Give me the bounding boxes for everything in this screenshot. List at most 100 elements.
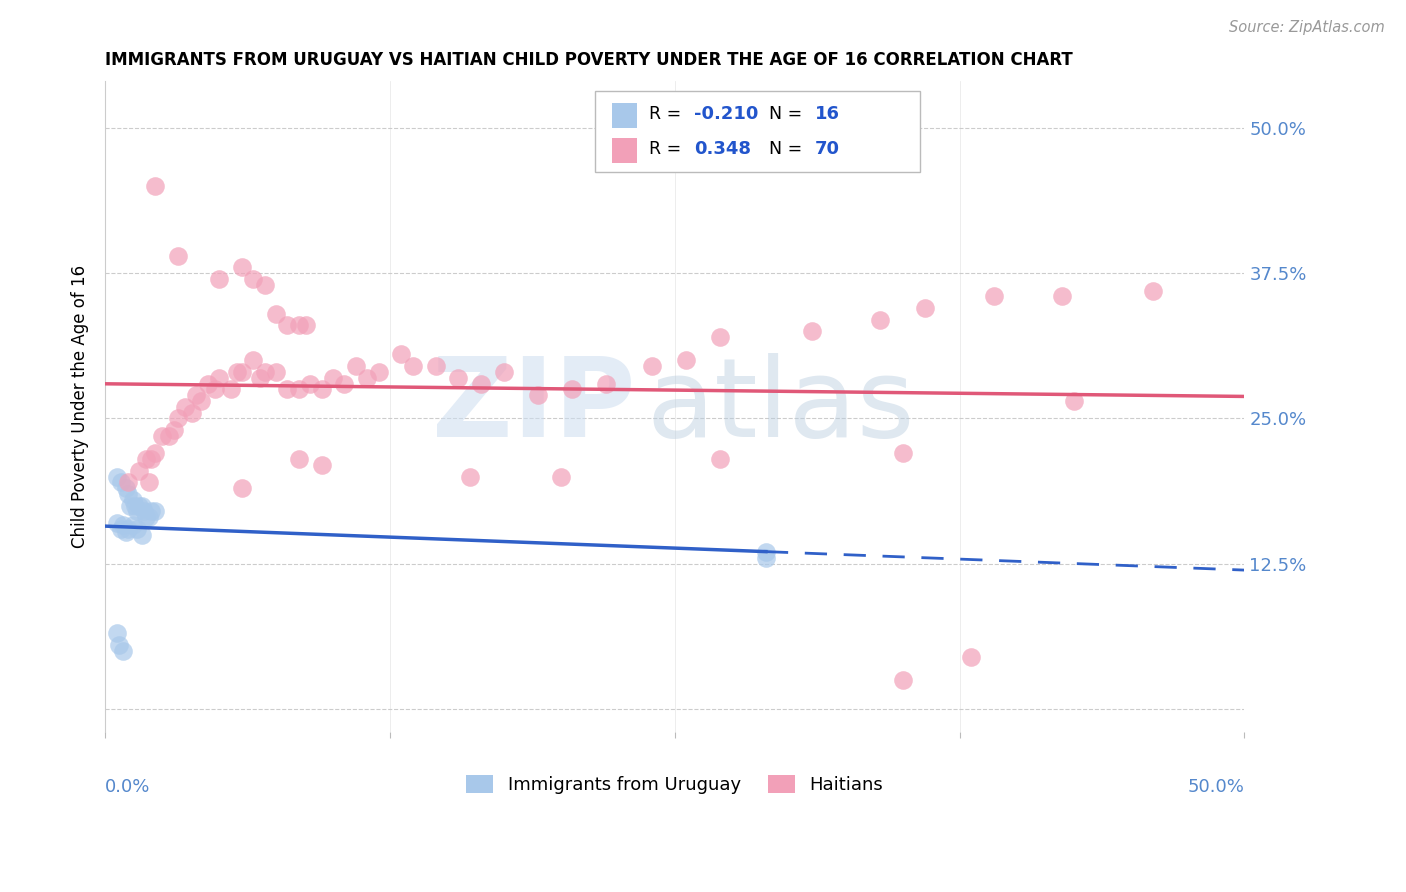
Y-axis label: Child Poverty Under the Age of 16: Child Poverty Under the Age of 16 xyxy=(72,265,89,549)
Point xyxy=(121,492,143,507)
Point xyxy=(127,522,149,536)
Text: 0.348: 0.348 xyxy=(695,140,751,158)
Point xyxy=(204,383,226,397)
Point xyxy=(162,423,184,437)
Point xyxy=(131,499,153,513)
Point xyxy=(167,249,190,263)
Point xyxy=(110,475,132,490)
Point xyxy=(755,550,778,565)
Text: 0.0%: 0.0% xyxy=(105,778,150,796)
Point xyxy=(869,312,891,326)
Point xyxy=(139,452,162,467)
Point xyxy=(208,272,231,286)
Point xyxy=(110,522,132,536)
Point xyxy=(492,365,515,379)
Point xyxy=(253,365,276,379)
Point xyxy=(1142,284,1164,298)
Point xyxy=(117,487,139,501)
Point xyxy=(675,353,697,368)
Point xyxy=(143,446,166,460)
Point xyxy=(114,525,136,540)
Text: N =: N = xyxy=(769,105,808,123)
Point xyxy=(709,330,731,344)
Point xyxy=(294,318,316,333)
Point xyxy=(470,376,492,391)
Point xyxy=(447,370,470,384)
Point xyxy=(231,481,253,495)
Point xyxy=(1050,289,1073,303)
Point xyxy=(242,353,264,368)
Point xyxy=(114,481,136,495)
Point xyxy=(143,504,166,518)
Point xyxy=(120,499,142,513)
Text: R =: R = xyxy=(648,105,686,123)
Point xyxy=(138,475,160,490)
Point xyxy=(117,475,139,490)
Point xyxy=(108,638,131,652)
Text: -0.210: -0.210 xyxy=(695,105,759,123)
Point xyxy=(105,469,128,483)
Point xyxy=(132,504,155,518)
Point xyxy=(276,383,298,397)
Point xyxy=(550,469,572,483)
Point xyxy=(139,504,162,518)
FancyBboxPatch shape xyxy=(612,138,637,163)
Point xyxy=(105,626,128,640)
Text: atlas: atlas xyxy=(647,353,915,460)
Point xyxy=(264,365,287,379)
Point xyxy=(311,458,333,472)
Point xyxy=(121,518,143,533)
Point xyxy=(595,376,617,391)
Point xyxy=(389,347,412,361)
Text: IMMIGRANTS FROM URUGUAY VS HAITIAN CHILD POVERTY UNDER THE AGE OF 16 CORRELATION: IMMIGRANTS FROM URUGUAY VS HAITIAN CHILD… xyxy=(105,51,1073,69)
Point xyxy=(458,469,481,483)
Point xyxy=(344,359,367,373)
Point xyxy=(288,452,311,467)
Point xyxy=(157,429,180,443)
Point xyxy=(180,406,202,420)
Point xyxy=(264,307,287,321)
Point xyxy=(219,383,242,397)
Point xyxy=(561,383,583,397)
Point xyxy=(242,272,264,286)
Text: 16: 16 xyxy=(815,105,839,123)
Point xyxy=(709,452,731,467)
Text: N =: N = xyxy=(769,140,808,158)
Point xyxy=(249,370,271,384)
Point xyxy=(288,383,311,397)
Point xyxy=(143,178,166,193)
Point xyxy=(425,359,447,373)
Point xyxy=(356,370,378,384)
Point xyxy=(105,516,128,530)
Point xyxy=(167,411,190,425)
Point xyxy=(128,464,150,478)
Legend: Immigrants from Uruguay, Haitians: Immigrants from Uruguay, Haitians xyxy=(460,767,890,801)
Point xyxy=(311,383,333,397)
Point xyxy=(891,673,914,687)
Point xyxy=(276,318,298,333)
Point xyxy=(983,289,1005,303)
Point xyxy=(891,446,914,460)
Point xyxy=(253,277,276,292)
Point xyxy=(117,522,139,536)
Point xyxy=(127,504,149,518)
Point xyxy=(174,400,197,414)
Point xyxy=(197,376,219,391)
Point xyxy=(1063,394,1085,409)
Point xyxy=(131,527,153,541)
Text: Source: ZipAtlas.com: Source: ZipAtlas.com xyxy=(1229,20,1385,35)
Point xyxy=(800,324,823,338)
Point xyxy=(914,301,936,315)
Point xyxy=(124,499,146,513)
Point xyxy=(402,359,425,373)
Point xyxy=(755,545,778,559)
Text: 50.0%: 50.0% xyxy=(1188,778,1244,796)
Point xyxy=(135,452,157,467)
Point xyxy=(208,370,231,384)
Point xyxy=(527,388,550,402)
Point xyxy=(226,365,249,379)
Point xyxy=(190,394,212,409)
Point xyxy=(333,376,356,391)
Point xyxy=(150,429,173,443)
Point xyxy=(135,510,157,524)
